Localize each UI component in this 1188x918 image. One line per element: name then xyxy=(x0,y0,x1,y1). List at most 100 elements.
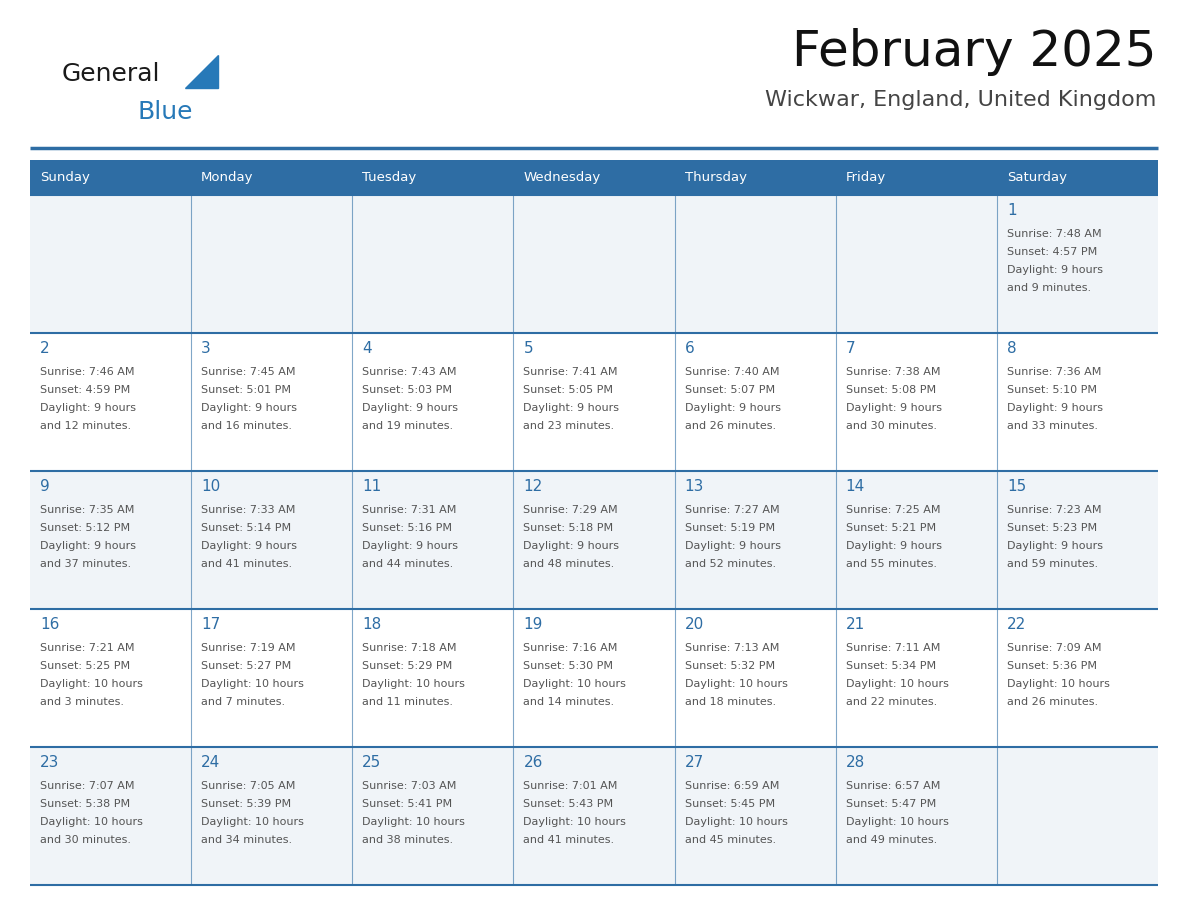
Text: Sunrise: 7:01 AM: Sunrise: 7:01 AM xyxy=(524,781,618,791)
Text: and 23 minutes.: and 23 minutes. xyxy=(524,421,614,431)
Text: Sunrise: 7:11 AM: Sunrise: 7:11 AM xyxy=(846,643,940,653)
Text: Sunrise: 7:19 AM: Sunrise: 7:19 AM xyxy=(201,643,296,653)
Text: and 33 minutes.: and 33 minutes. xyxy=(1007,421,1098,431)
Text: 9: 9 xyxy=(40,479,50,494)
Text: 25: 25 xyxy=(362,755,381,770)
Text: 2: 2 xyxy=(40,341,50,356)
Text: and 16 minutes.: and 16 minutes. xyxy=(201,421,292,431)
Bar xyxy=(30,333,1158,471)
Text: 6: 6 xyxy=(684,341,694,356)
Text: 17: 17 xyxy=(201,617,221,632)
Text: 5: 5 xyxy=(524,341,533,356)
Text: Sunset: 5:14 PM: Sunset: 5:14 PM xyxy=(201,523,291,533)
Text: and 26 minutes.: and 26 minutes. xyxy=(684,421,776,431)
Text: Sunrise: 7:16 AM: Sunrise: 7:16 AM xyxy=(524,643,618,653)
Text: 4: 4 xyxy=(362,341,372,356)
Text: Sunset: 5:32 PM: Sunset: 5:32 PM xyxy=(684,661,775,671)
Text: Sunrise: 6:57 AM: Sunrise: 6:57 AM xyxy=(846,781,940,791)
Text: and 30 minutes.: and 30 minutes. xyxy=(846,421,936,431)
Bar xyxy=(30,747,1158,885)
Text: Daylight: 10 hours: Daylight: 10 hours xyxy=(40,679,143,689)
Text: Sunrise: 7:40 AM: Sunrise: 7:40 AM xyxy=(684,367,779,377)
Text: Sunset: 5:21 PM: Sunset: 5:21 PM xyxy=(846,523,936,533)
Text: Thursday: Thursday xyxy=(684,171,746,184)
Text: 14: 14 xyxy=(846,479,865,494)
Text: and 7 minutes.: and 7 minutes. xyxy=(201,697,285,707)
Text: Sunrise: 7:38 AM: Sunrise: 7:38 AM xyxy=(846,367,940,377)
Text: Wickwar, England, United Kingdom: Wickwar, England, United Kingdom xyxy=(765,90,1156,110)
Bar xyxy=(30,195,1158,333)
Text: Daylight: 10 hours: Daylight: 10 hours xyxy=(362,679,466,689)
Text: Daylight: 10 hours: Daylight: 10 hours xyxy=(201,679,304,689)
Text: and 49 minutes.: and 49 minutes. xyxy=(846,835,937,845)
Text: Sunrise: 7:36 AM: Sunrise: 7:36 AM xyxy=(1007,367,1101,377)
Text: 12: 12 xyxy=(524,479,543,494)
Text: Sunrise: 7:31 AM: Sunrise: 7:31 AM xyxy=(362,505,456,515)
Polygon shape xyxy=(185,55,219,88)
Text: Sunrise: 6:59 AM: Sunrise: 6:59 AM xyxy=(684,781,779,791)
Text: and 3 minutes.: and 3 minutes. xyxy=(40,697,124,707)
Text: Daylight: 10 hours: Daylight: 10 hours xyxy=(684,679,788,689)
Text: and 22 minutes.: and 22 minutes. xyxy=(846,697,937,707)
Text: Sunset: 5:03 PM: Sunset: 5:03 PM xyxy=(362,385,453,395)
Text: Sunset: 5:16 PM: Sunset: 5:16 PM xyxy=(362,523,453,533)
Text: Sunset: 5:19 PM: Sunset: 5:19 PM xyxy=(684,523,775,533)
Text: Blue: Blue xyxy=(137,100,192,124)
Bar xyxy=(353,160,513,195)
Text: Sunset: 5:23 PM: Sunset: 5:23 PM xyxy=(1007,523,1097,533)
Text: Sunrise: 7:48 AM: Sunrise: 7:48 AM xyxy=(1007,229,1101,239)
Text: Sunset: 5:47 PM: Sunset: 5:47 PM xyxy=(846,799,936,809)
Text: Daylight: 9 hours: Daylight: 9 hours xyxy=(201,403,297,413)
Text: and 26 minutes.: and 26 minutes. xyxy=(1007,697,1098,707)
Text: 13: 13 xyxy=(684,479,704,494)
Bar xyxy=(30,160,191,195)
Text: Sunrise: 7:27 AM: Sunrise: 7:27 AM xyxy=(684,505,779,515)
Bar xyxy=(675,160,835,195)
Text: Daylight: 9 hours: Daylight: 9 hours xyxy=(1007,541,1102,551)
Text: Daylight: 10 hours: Daylight: 10 hours xyxy=(40,817,143,827)
Text: 27: 27 xyxy=(684,755,703,770)
Text: Daylight: 9 hours: Daylight: 9 hours xyxy=(1007,265,1102,275)
Text: Sunrise: 7:25 AM: Sunrise: 7:25 AM xyxy=(846,505,940,515)
Text: and 30 minutes.: and 30 minutes. xyxy=(40,835,131,845)
Text: Sunrise: 7:43 AM: Sunrise: 7:43 AM xyxy=(362,367,456,377)
Text: and 38 minutes.: and 38 minutes. xyxy=(362,835,454,845)
Text: Sunset: 5:18 PM: Sunset: 5:18 PM xyxy=(524,523,613,533)
Text: Sunrise: 7:03 AM: Sunrise: 7:03 AM xyxy=(362,781,456,791)
Text: 8: 8 xyxy=(1007,341,1017,356)
Text: Sunrise: 7:09 AM: Sunrise: 7:09 AM xyxy=(1007,643,1101,653)
Text: Sunset: 5:27 PM: Sunset: 5:27 PM xyxy=(201,661,291,671)
Text: and 55 minutes.: and 55 minutes. xyxy=(846,559,936,569)
Text: and 41 minutes.: and 41 minutes. xyxy=(201,559,292,569)
Text: Sunset: 5:05 PM: Sunset: 5:05 PM xyxy=(524,385,613,395)
Text: Sunset: 5:29 PM: Sunset: 5:29 PM xyxy=(362,661,453,671)
Text: Daylight: 9 hours: Daylight: 9 hours xyxy=(684,541,781,551)
Text: 26: 26 xyxy=(524,755,543,770)
Text: Sunset: 5:34 PM: Sunset: 5:34 PM xyxy=(846,661,936,671)
Text: Daylight: 9 hours: Daylight: 9 hours xyxy=(1007,403,1102,413)
Text: 7: 7 xyxy=(846,341,855,356)
Text: Daylight: 10 hours: Daylight: 10 hours xyxy=(362,817,466,827)
Text: Sunrise: 7:13 AM: Sunrise: 7:13 AM xyxy=(684,643,779,653)
Text: and 34 minutes.: and 34 minutes. xyxy=(201,835,292,845)
Text: and 12 minutes.: and 12 minutes. xyxy=(40,421,131,431)
Text: Sunset: 5:38 PM: Sunset: 5:38 PM xyxy=(40,799,131,809)
Text: Daylight: 9 hours: Daylight: 9 hours xyxy=(40,541,135,551)
Text: Sunrise: 7:45 AM: Sunrise: 7:45 AM xyxy=(201,367,296,377)
Text: and 19 minutes.: and 19 minutes. xyxy=(362,421,454,431)
Text: Sunrise: 7:23 AM: Sunrise: 7:23 AM xyxy=(1007,505,1101,515)
Text: Sunset: 5:12 PM: Sunset: 5:12 PM xyxy=(40,523,131,533)
Text: Daylight: 9 hours: Daylight: 9 hours xyxy=(362,541,459,551)
Bar xyxy=(997,160,1158,195)
Text: Sunset: 4:59 PM: Sunset: 4:59 PM xyxy=(40,385,131,395)
Text: Sunset: 5:41 PM: Sunset: 5:41 PM xyxy=(362,799,453,809)
Text: 1: 1 xyxy=(1007,203,1017,218)
Text: 23: 23 xyxy=(40,755,59,770)
Text: 21: 21 xyxy=(846,617,865,632)
Text: 11: 11 xyxy=(362,479,381,494)
Text: Sunset: 5:39 PM: Sunset: 5:39 PM xyxy=(201,799,291,809)
Text: Sunset: 5:43 PM: Sunset: 5:43 PM xyxy=(524,799,613,809)
Text: Sunrise: 7:46 AM: Sunrise: 7:46 AM xyxy=(40,367,134,377)
Text: Daylight: 9 hours: Daylight: 9 hours xyxy=(684,403,781,413)
Text: and 45 minutes.: and 45 minutes. xyxy=(684,835,776,845)
